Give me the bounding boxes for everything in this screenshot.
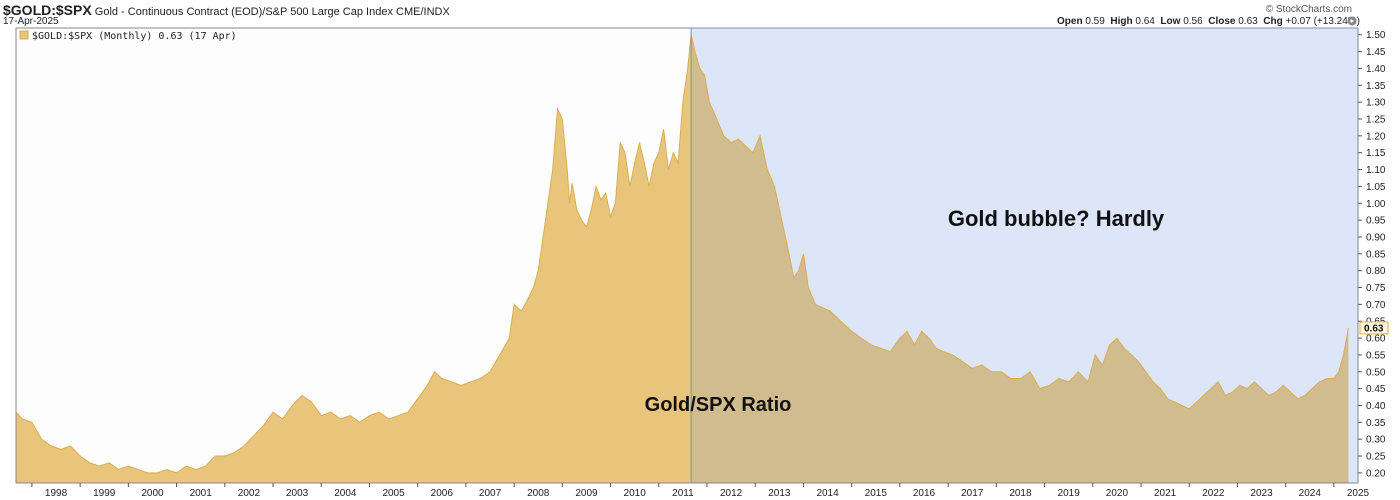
x-tick-label: 2013 — [768, 488, 791, 499]
y-tick-label: 0.25 — [1366, 452, 1386, 463]
x-tick-label: 2019 — [1058, 488, 1081, 499]
y-tick-label: 1.10 — [1366, 165, 1386, 176]
x-tick-label: 2023 — [1250, 488, 1273, 499]
close-value: 0.63 — [1238, 16, 1258, 27]
y-tick-label: 0.80 — [1366, 266, 1386, 277]
x-tick-label: 1999 — [93, 488, 116, 499]
x-tick-label: 2007 — [479, 488, 502, 499]
area-fill-left — [16, 34, 692, 483]
ohlc-readout: Open 0.59 High 0.64 Low 0.56 Close 0.63 … — [1057, 16, 1360, 27]
y-tick-label: 1.35 — [1366, 81, 1386, 92]
annotation-ratio: Gold/SPX Ratio — [645, 394, 792, 416]
x-tick-label: 2025 — [1347, 488, 1370, 499]
y-tick-label: 0.50 — [1366, 367, 1386, 378]
y-tick-label: 0.70 — [1366, 300, 1386, 311]
x-tick-label: 2022 — [1202, 488, 1225, 499]
x-tick-label: 2008 — [527, 488, 550, 499]
plot-frame — [15, 27, 1359, 484]
y-tick-label: 0.35 — [1366, 418, 1386, 429]
symbol-description: Gold - Continuous Contract (EOD)/S&P 500… — [94, 6, 393, 18]
y-tick-label: 1.50 — [1366, 30, 1386, 41]
x-tick-label: 2001 — [190, 488, 213, 499]
y-tick-label: 0.20 — [1366, 468, 1386, 479]
settings-icon[interactable] — [1346, 15, 1358, 27]
close-label: Close — [1208, 16, 1236, 27]
x-tick-label: 2014 — [816, 488, 839, 499]
x-tick-label: 2017 — [961, 488, 984, 499]
x-tick-label: 2021 — [1154, 488, 1177, 499]
last-value-label: 0.63 — [1364, 323, 1384, 334]
exchange: CME/INDX — [396, 6, 450, 18]
y-tick-label: 1.20 — [1366, 131, 1386, 142]
y-tick-label: 1.25 — [1366, 115, 1386, 126]
chg-value: +0.07 (+13.24%) — [1285, 16, 1361, 27]
y-tick-label: 0.85 — [1366, 249, 1386, 260]
area-fill-right — [691, 34, 1349, 483]
low-label: Low — [1160, 16, 1181, 27]
x-tick-label: 2011 — [672, 488, 694, 499]
x-tick-label: 2006 — [431, 488, 454, 499]
x-tick-label: 2000 — [141, 488, 164, 499]
open-value: 0.59 — [1085, 16, 1105, 27]
legend: $GOLD:$SPX (Monthly) 0.63 (17 Apr) — [19, 30, 237, 42]
legend-swatch — [19, 30, 29, 40]
chart-date: 17-Apr-2025 — [3, 16, 59, 27]
y-tick-label: 1.40 — [1366, 64, 1386, 75]
x-tick-label: 2024 — [1299, 488, 1322, 499]
x-tick-label: 1998 — [45, 488, 68, 499]
x-tick-label: 2018 — [1009, 488, 1032, 499]
y-tick-label: 0.45 — [1366, 384, 1386, 395]
y-tick-label: 1.00 — [1366, 199, 1386, 210]
chg-label: Chg — [1263, 16, 1283, 27]
y-tick-label: 0.60 — [1366, 334, 1386, 345]
y-tick-label: 1.15 — [1366, 148, 1386, 159]
y-tick-label: 0.95 — [1366, 216, 1386, 227]
source-credit: © StockCharts.com — [1265, 4, 1352, 15]
annotation-bubble: Gold bubble? Hardly — [948, 206, 1165, 231]
last-value-marker: 0.63 — [1359, 321, 1389, 335]
x-tick-label: 2020 — [1106, 488, 1129, 499]
x-tick-label: 2004 — [334, 488, 357, 499]
y-tick-label: 0.55 — [1366, 350, 1386, 361]
high-value: 0.64 — [1135, 16, 1155, 27]
chart-title: $GOLD:$SPX Gold - Continuous Contract (E… — [3, 2, 450, 18]
symbol: $GOLD:$SPX — [3, 2, 92, 18]
x-axis: 1998 1999 2000 2001 2002 2003 2004 2005 2006 2007… — [31, 483, 1370, 499]
y-tick-label: 1.05 — [1366, 182, 1386, 193]
last-value-box — [1359, 321, 1389, 335]
y-tick-label: 0.30 — [1366, 435, 1386, 446]
series-line — [15, 34, 1349, 474]
high-label: High — [1110, 16, 1133, 27]
low-value: 0.56 — [1183, 16, 1203, 27]
annotations: Gold/SPX Ratio Gold bubble? Hardly — [645, 206, 1165, 416]
x-tick-label: 2005 — [382, 488, 405, 499]
x-tick-label: 2002 — [238, 488, 261, 499]
x-tick-label: 2016 — [913, 488, 936, 499]
y-tick-label: 1.30 — [1366, 98, 1386, 109]
plot-border — [15, 27, 1359, 484]
x-tick-label: 2003 — [286, 488, 309, 499]
y-tick-label: 0.75 — [1366, 283, 1386, 294]
x-tick-label: 2010 — [624, 488, 647, 499]
x-tick-label: 2009 — [575, 488, 598, 499]
x-tick-label: 2012 — [720, 488, 743, 499]
x-tick-label: 2015 — [865, 488, 888, 499]
open-label: Open — [1057, 16, 1083, 27]
legend-entry: $GOLD:$SPX (Monthly) 0.63 (17 Apr) — [32, 31, 237, 42]
y-axis: 0.200.250.300.350.400.450.500.550.600.65… — [1358, 30, 1386, 479]
y-tick-label: 1.45 — [1366, 47, 1386, 58]
area-series — [15, 34, 1349, 483]
y-tick-label: 0.90 — [1366, 232, 1386, 243]
y-tick-label: 0.40 — [1366, 401, 1386, 412]
